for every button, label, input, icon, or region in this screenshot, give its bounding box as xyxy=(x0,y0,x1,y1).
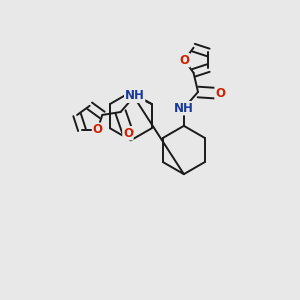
Text: NH: NH xyxy=(125,89,145,102)
Text: O: O xyxy=(92,123,103,136)
Text: O: O xyxy=(123,127,133,140)
Text: NH: NH xyxy=(174,102,194,115)
Text: O: O xyxy=(179,54,189,67)
Text: O: O xyxy=(215,87,225,100)
